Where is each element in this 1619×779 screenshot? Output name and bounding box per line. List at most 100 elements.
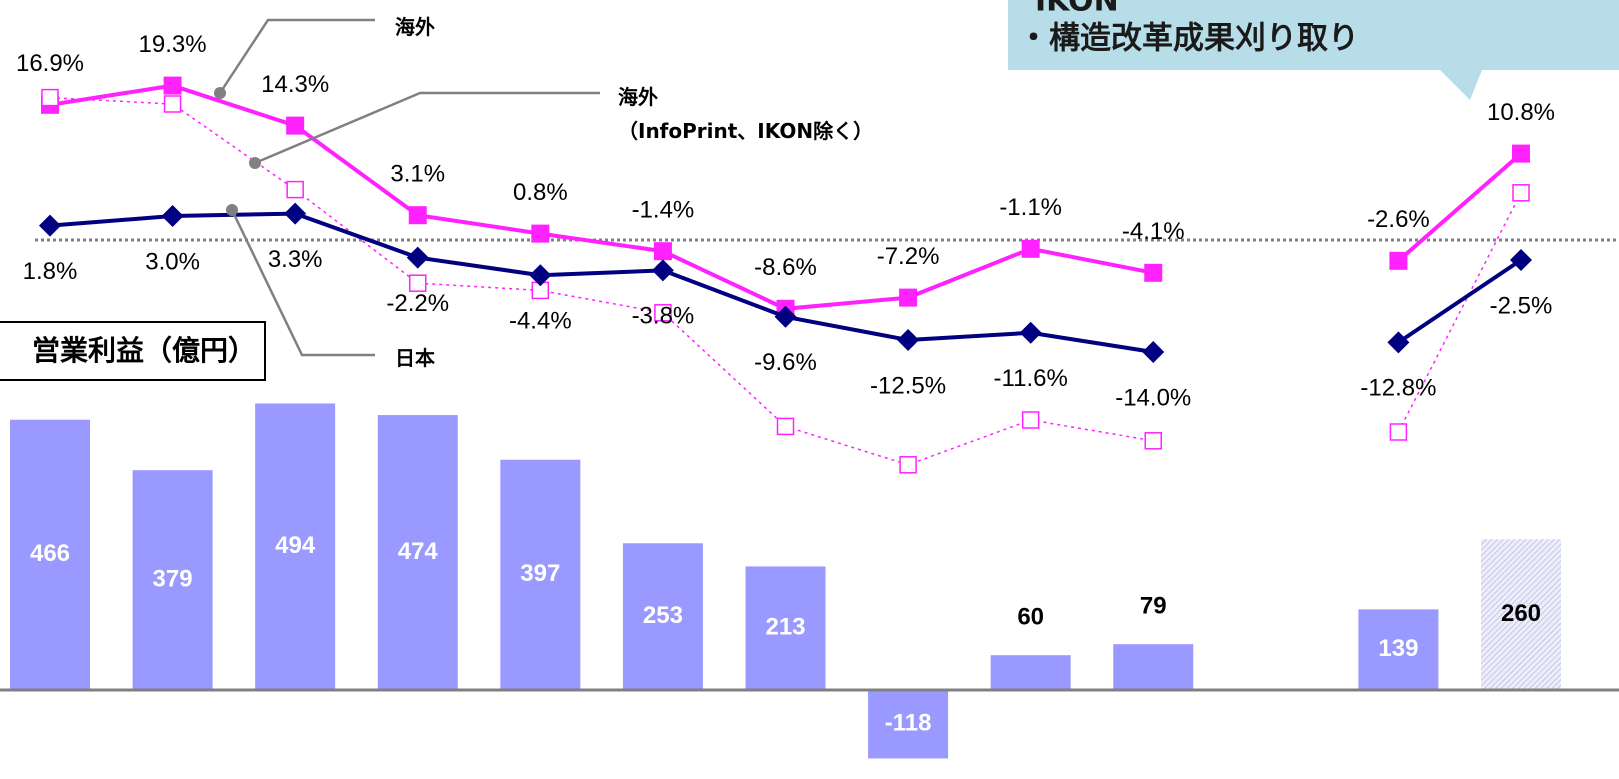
line-marker: [408, 206, 427, 225]
line-value-label: -3.8%: [632, 303, 695, 330]
bar: [1358, 609, 1439, 690]
line-marker: [653, 242, 672, 261]
line-marker: [41, 88, 59, 107]
bar: [500, 459, 581, 690]
line-marker: [654, 304, 672, 322]
line-value-label: -2.5%: [1490, 292, 1553, 319]
leader-dot: [249, 157, 261, 169]
line-marker: [1144, 263, 1163, 282]
line-marker: [286, 180, 304, 199]
line-marker: [899, 456, 917, 474]
bar: [1481, 539, 1561, 690]
bar-series-title: 営業利益（億円）: [32, 334, 256, 367]
line: [49, 83, 1523, 311]
bar-value-label: -118: [885, 710, 932, 737]
leader-line: [218, 18, 375, 94]
line-marker: [531, 224, 550, 243]
bar: [10, 419, 90, 690]
line-marker: [1021, 411, 1040, 429]
bar-value-label: 60: [1017, 604, 1044, 631]
line-marker: [1019, 321, 1042, 344]
line-value-label: 0.8%: [513, 179, 568, 206]
bar: [377, 415, 458, 690]
line-marker: [163, 76, 182, 95]
leader-line: [230, 209, 375, 357]
bar-value-label: 139: [1378, 635, 1418, 662]
bar: [745, 566, 826, 690]
line: [49, 211, 1523, 354]
bar-value-label: 474: [398, 538, 439, 565]
bar: [1113, 644, 1194, 690]
line-marker: [1512, 144, 1530, 163]
line-marker: [899, 288, 918, 307]
bar-value-label: 79: [1140, 593, 1167, 620]
line-marker: [1510, 249, 1532, 271]
line-value-label: 19.3%: [139, 31, 207, 58]
line-marker: [1142, 341, 1165, 363]
leader-line: [254, 91, 600, 165]
leader-dot: [214, 87, 226, 99]
line-value-label: -1.4%: [632, 197, 695, 224]
line-marker: [1512, 184, 1530, 202]
legend-label: 海外: [395, 15, 435, 39]
line-value-label: 10.8%: [1487, 99, 1555, 126]
line-value-label: -7.2%: [877, 243, 940, 270]
line-value-label: 14.3%: [261, 71, 329, 98]
callout-text: ・構造改革成果刈り取り: [1018, 21, 1359, 57]
bar: [255, 403, 336, 690]
leader-dot: [226, 204, 238, 216]
line-value-label: -11.6%: [994, 365, 1068, 392]
line-value-label: -2.6%: [1367, 206, 1430, 233]
line-value-label: 1.8%: [23, 258, 78, 285]
line-layer: 16.9% 19.3% 14.3% 3.1% 0.8% -1.4% -8.6% -7.2% -1…: [16, 31, 1555, 474]
bar-value-label: 494: [275, 532, 316, 559]
line-marker: [651, 259, 674, 282]
line-marker: [1389, 251, 1408, 270]
leader-lines: [218, 18, 600, 357]
bar: [868, 690, 949, 759]
line-value-label: -8.6%: [754, 254, 817, 281]
line-marker: [39, 214, 61, 237]
line-marker: [1389, 423, 1408, 441]
line-marker: [161, 205, 184, 227]
reference-layer: [0, 238, 1619, 692]
line-marker: [284, 202, 307, 225]
line-marker: [529, 264, 552, 287]
bar-value-label: 466: [30, 540, 70, 567]
line-marker: [774, 305, 797, 328]
callout-box: [1008, 0, 1619, 100]
line-value-label: -4.1%: [1122, 218, 1185, 245]
bar-value-label: 253: [643, 602, 683, 629]
bar-value-label: 260: [1501, 600, 1541, 627]
bar-value-label: 213: [765, 614, 805, 641]
callout-text: IKON: [1035, 0, 1119, 19]
line-value-label: -12.5%: [870, 372, 946, 399]
line-value-label: -9.6%: [754, 349, 817, 376]
legend-label: 日本: [395, 346, 435, 370]
legend-label: 海外 （InfoPrint、IKON除く）: [618, 85, 874, 143]
line-value-label: -12.8%: [1360, 375, 1436, 402]
line-marker: [409, 274, 427, 292]
bar: [622, 543, 703, 690]
bar-layer: 466 379 494 474 397 253 213 -118 60 79 139 260: [10, 403, 1561, 759]
line-value-label: 3.0%: [145, 248, 200, 275]
bar-value-label: 397: [520, 560, 560, 587]
line-marker: [1144, 432, 1162, 450]
line: [49, 96, 1522, 466]
line-marker: [897, 329, 920, 351]
line-value-label: -2.2%: [386, 290, 449, 317]
line-marker: [286, 116, 305, 135]
line-value-label: -1.1%: [999, 194, 1062, 221]
line-marker: [1021, 239, 1040, 258]
line-value-label: 3.1%: [390, 161, 445, 188]
line-marker: [1387, 331, 1410, 354]
line-value-label: 16.9%: [16, 50, 84, 77]
bar-value-label: 379: [153, 565, 193, 592]
line-value-label: -14.0%: [1115, 384, 1191, 411]
bar: [990, 655, 1071, 690]
line-marker: [776, 417, 795, 436]
line-marker: [406, 246, 429, 269]
bar: [132, 470, 213, 690]
